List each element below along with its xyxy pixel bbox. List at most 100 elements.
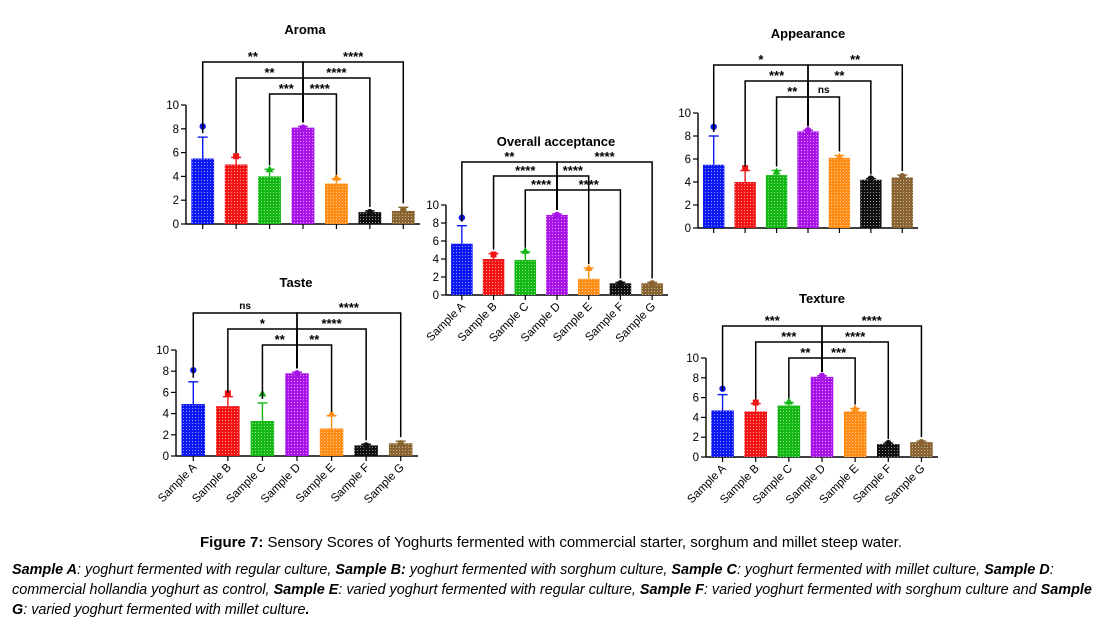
y-tick-label: 0 xyxy=(433,290,439,302)
legend-b-label: Sample B: xyxy=(335,562,406,578)
data-point xyxy=(885,439,892,447)
bar-texture xyxy=(325,183,348,224)
legend-end: . xyxy=(305,602,310,618)
legend-a-label: Sample A xyxy=(12,562,78,578)
legend-d-label: Sample D xyxy=(984,562,1050,578)
data-point xyxy=(397,440,404,447)
bar-texture xyxy=(319,428,344,456)
y-tick-label: 6 xyxy=(685,154,691,166)
legend-g-label: Sample G xyxy=(12,582,1092,618)
significance-label: **** xyxy=(326,65,347,80)
y-tick-label: 6 xyxy=(433,236,439,248)
y-tick-label: 4 xyxy=(685,177,692,189)
bar-texture xyxy=(258,176,281,224)
significance-label: **** xyxy=(515,163,536,178)
bar-texture xyxy=(181,404,206,456)
caption-text: Sensory Scores of Yoghurts fermented wit… xyxy=(263,534,902,551)
significance-label: ** xyxy=(504,149,515,164)
y-tick-label: 10 xyxy=(426,200,439,212)
significance-label: **** xyxy=(321,316,342,331)
bar-texture xyxy=(843,411,867,457)
legend-c-text: : yoghurt fermented with millet culture, xyxy=(736,562,985,578)
y-tick-label: 4 xyxy=(433,254,440,266)
significance-label: ns xyxy=(239,301,251,312)
data-point xyxy=(366,208,374,216)
caption-label: Figure 7: xyxy=(200,534,264,551)
significance-label: **** xyxy=(563,163,584,178)
bar-texture xyxy=(910,442,933,457)
y-tick-label: 6 xyxy=(693,393,699,405)
y-tick-label: 2 xyxy=(433,272,439,284)
bar-texture xyxy=(224,164,248,224)
significance-bracket xyxy=(302,93,338,175)
figure-caption: Figure 7: Sensory Scores of Yoghurts fer… xyxy=(0,534,1102,551)
legend-b-text: yoghurt fermented with sorghum culture, xyxy=(405,562,672,578)
significance-label: **** xyxy=(339,300,360,315)
data-point xyxy=(648,280,656,287)
bar-texture xyxy=(358,212,382,224)
y-tick-label: 8 xyxy=(433,218,439,230)
data-point xyxy=(784,397,793,405)
data-point xyxy=(299,124,307,131)
y-tick-label: 2 xyxy=(685,200,691,212)
y-tick-label: 4 xyxy=(693,412,700,424)
significance-label: ** xyxy=(834,68,845,83)
significance-bracket xyxy=(556,161,653,279)
chart-title: Texture xyxy=(799,291,845,306)
significance-label: **** xyxy=(531,177,552,192)
bar-texture xyxy=(291,127,315,224)
bar-texture xyxy=(354,445,378,456)
bar-texture xyxy=(860,179,882,228)
significance-label: **** xyxy=(594,149,615,164)
significance-label: *** xyxy=(769,68,785,83)
y-tick-label: 0 xyxy=(693,452,699,464)
y-tick-label: 0 xyxy=(163,451,169,463)
y-tick-label: 8 xyxy=(693,373,699,385)
data-point xyxy=(851,404,860,412)
bar-texture xyxy=(765,175,788,228)
data-point xyxy=(899,173,906,180)
data-point xyxy=(804,127,812,134)
y-tick-label: 8 xyxy=(685,131,691,143)
bar-texture xyxy=(734,182,756,228)
data-point xyxy=(752,399,759,406)
significance-bracket xyxy=(296,344,333,412)
chart-title: Appearance xyxy=(771,26,845,41)
data-point xyxy=(867,175,875,182)
bar-texture xyxy=(514,259,537,295)
bar-texture xyxy=(482,259,505,295)
legend-a-text: : yoghurt fermented with regular culture… xyxy=(77,562,336,578)
legend-c-label: Sample C xyxy=(671,562,737,578)
data-point xyxy=(918,438,925,446)
significance-label: *** xyxy=(781,329,797,344)
bar-texture xyxy=(711,410,734,457)
bar-texture xyxy=(891,177,913,228)
significance-label: * xyxy=(260,316,266,331)
significance-bracket xyxy=(201,61,304,134)
significance-label: ** xyxy=(248,49,259,64)
significance-label: ** xyxy=(265,65,276,80)
data-point xyxy=(332,173,341,181)
significance-bracket xyxy=(556,189,622,279)
data-point xyxy=(584,264,593,271)
data-point xyxy=(521,246,530,254)
significance-label: *** xyxy=(765,313,781,328)
significance-label: *** xyxy=(279,81,295,96)
data-point xyxy=(772,167,781,175)
bar-texture xyxy=(451,243,473,295)
y-tick-label: 6 xyxy=(163,387,169,399)
chart-title: Overall acceptance xyxy=(497,134,616,149)
bar-texture xyxy=(877,444,900,457)
bar-texture xyxy=(285,373,309,456)
bar-texture xyxy=(797,131,819,228)
legend-e-text: : varied yoghurt fermented with regular … xyxy=(338,582,640,598)
y-tick-label: 4 xyxy=(163,409,170,421)
bar-texture xyxy=(388,443,413,456)
data-point xyxy=(742,165,749,172)
bar-texture xyxy=(191,158,215,224)
